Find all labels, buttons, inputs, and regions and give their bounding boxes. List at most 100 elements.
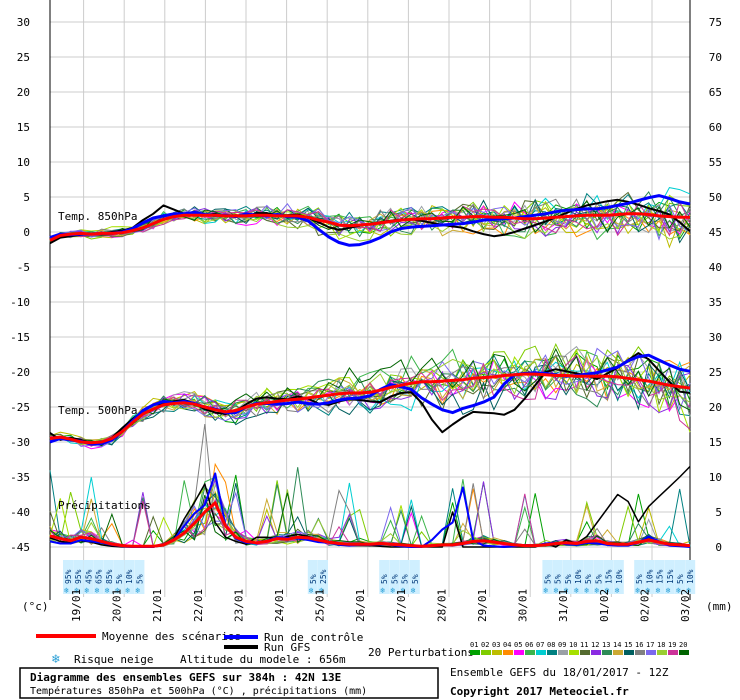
label-t500: Temp. 500hPa	[58, 404, 137, 417]
snow-risk-cell: 15% ❄	[603, 560, 614, 595]
snow-risk-cell: 10% ❄	[124, 560, 135, 595]
snow-risk-pct: 25%	[319, 569, 328, 584]
perturbation-number: 12	[591, 641, 599, 649]
perturbation-number: 05	[514, 641, 522, 649]
snow-risk-pct: 5%	[594, 574, 603, 584]
y-right-tick: 0	[715, 541, 722, 554]
y-right-tick: 55	[709, 156, 722, 169]
snow-risk-pct: 10%	[125, 569, 134, 584]
date-tick: 23/01	[232, 589, 245, 622]
legend-gfs-label: Run GFS	[264, 641, 310, 654]
right-unit: (mm)	[706, 600, 733, 613]
perturbation-swatch	[470, 650, 480, 655]
label-precip: Précipitations	[58, 499, 151, 512]
perturbation-number: 10	[569, 641, 577, 649]
snow-risk-bg	[613, 560, 624, 594]
date-tick: 01/02	[598, 589, 611, 622]
perturbation-swatch	[591, 650, 601, 655]
snow-risk-bg	[63, 560, 73, 594]
perturbation-number: 06	[525, 641, 533, 649]
title-box	[19, 667, 439, 699]
snow-risk-pct: 5%	[584, 574, 593, 584]
date-tick: 22/01	[192, 589, 205, 622]
snow-risk-icon: ❄	[319, 586, 324, 595]
date-ticks: 19/01 20/01 21/01 22/01 23/01 24/01 25/01 26/01…	[70, 589, 692, 622]
snow-risk-icon: ❄	[584, 586, 589, 595]
snow-risk-bg	[685, 560, 696, 594]
snow-risk-bg	[83, 560, 94, 594]
perturbation-swatch	[525, 650, 535, 655]
snow-risk-pct: 45%	[84, 569, 93, 584]
t850-mean-line	[49, 212, 690, 242]
y-right-tick: 70	[709, 51, 722, 64]
date-tick: 02/02	[638, 589, 651, 622]
snow-risk-cell: 10% ❄	[685, 560, 696, 595]
snow-risk-cell: 65% ❄	[93, 560, 104, 595]
date-tick: 21/01	[151, 589, 164, 622]
y-right-tick: 35	[709, 296, 722, 309]
y-right-tick: 5	[715, 506, 722, 519]
date-tick: 30/01	[517, 589, 530, 622]
snow-risk-icon: ❄	[74, 586, 79, 595]
snow-risk-bg	[318, 560, 328, 594]
snow-risk-bg	[103, 560, 114, 594]
perturbation-number: 15	[624, 641, 632, 649]
snow-risk-icon: ❄	[125, 586, 130, 595]
perturbation-swatch	[580, 650, 590, 655]
date-tick: 03/02	[679, 589, 692, 622]
snow-risk-icon: ❄	[105, 586, 110, 595]
y-left-tick: 20	[17, 86, 30, 99]
snow-risk-icon: ❄	[574, 586, 579, 595]
snow-risk-pct: 5%	[390, 574, 399, 584]
perturbation-swatch	[558, 650, 568, 655]
snow-risk-icon: ❄	[411, 586, 416, 595]
snow-risk-bg	[114, 560, 124, 594]
perturbation-number: 11	[580, 641, 588, 649]
snow-risk-row: 95%❄95%❄45%❄65%❄85%❄5%❄10%❄5%❄5%❄25%❄5%❄…	[63, 560, 696, 595]
y-left-tick: -10	[10, 296, 30, 309]
snow-risk-pct: 65%	[95, 569, 104, 584]
perturbation-swatch	[624, 650, 634, 655]
date-tick: 26/01	[354, 589, 367, 622]
snow-icon: ❄	[51, 652, 60, 667]
perturbation-swatch	[514, 650, 524, 655]
y-left-tick: 5	[23, 191, 30, 204]
snow-risk-bg	[542, 560, 553, 594]
snow-risk-cell: 10% ❄	[573, 560, 583, 595]
y-left-tick: 25	[17, 51, 30, 64]
snow-risk-pct: 5%	[635, 574, 644, 584]
snow-risk-icon: ❄	[635, 586, 640, 595]
perturbation-swatch	[668, 650, 678, 655]
snow-risk-bg	[634, 560, 645, 594]
perturbation-number: 08	[547, 641, 555, 649]
perturbation-swatch	[657, 650, 667, 655]
snow-risk-bg	[409, 560, 420, 594]
perturbation-number: 13	[602, 641, 610, 649]
perturbation-swatch	[679, 650, 689, 655]
snow-risk-cell: 5% ❄	[399, 560, 410, 595]
snow-risk-icon: ❄	[615, 586, 620, 595]
snow-risk-bg	[399, 560, 410, 594]
snow-risk-pct: 10%	[615, 569, 624, 584]
snow-risk-bg	[675, 560, 685, 594]
perturbation-swatch	[602, 650, 612, 655]
t850-control-line	[49, 194, 691, 247]
snow-risk-pct: 95%	[74, 569, 83, 584]
snow-risk-pct: 5%	[676, 574, 685, 584]
snow-risk-pct: 5%	[564, 574, 573, 584]
y-left-tick: 30	[17, 16, 30, 29]
perturbation-number: 01	[470, 641, 478, 649]
snow-risk-icon: ❄	[564, 586, 569, 595]
snow-risk-bg	[562, 560, 573, 594]
snow-risk-bg	[134, 560, 145, 594]
snow-risk-icon: ❄	[84, 586, 89, 595]
perturbation-swatch	[492, 650, 502, 655]
precip-mean-line	[49, 501, 691, 548]
snow-risk-bg	[583, 560, 594, 594]
t500-member-line	[49, 354, 691, 445]
legend-control-label: Run de contrôle	[264, 631, 363, 644]
y-left-tick: -30	[10, 436, 30, 449]
t850-member-line	[49, 205, 691, 243]
snow-risk-cell: 5% ❄	[583, 560, 594, 595]
snow-risk-cell: 5% ❄	[307, 560, 318, 595]
